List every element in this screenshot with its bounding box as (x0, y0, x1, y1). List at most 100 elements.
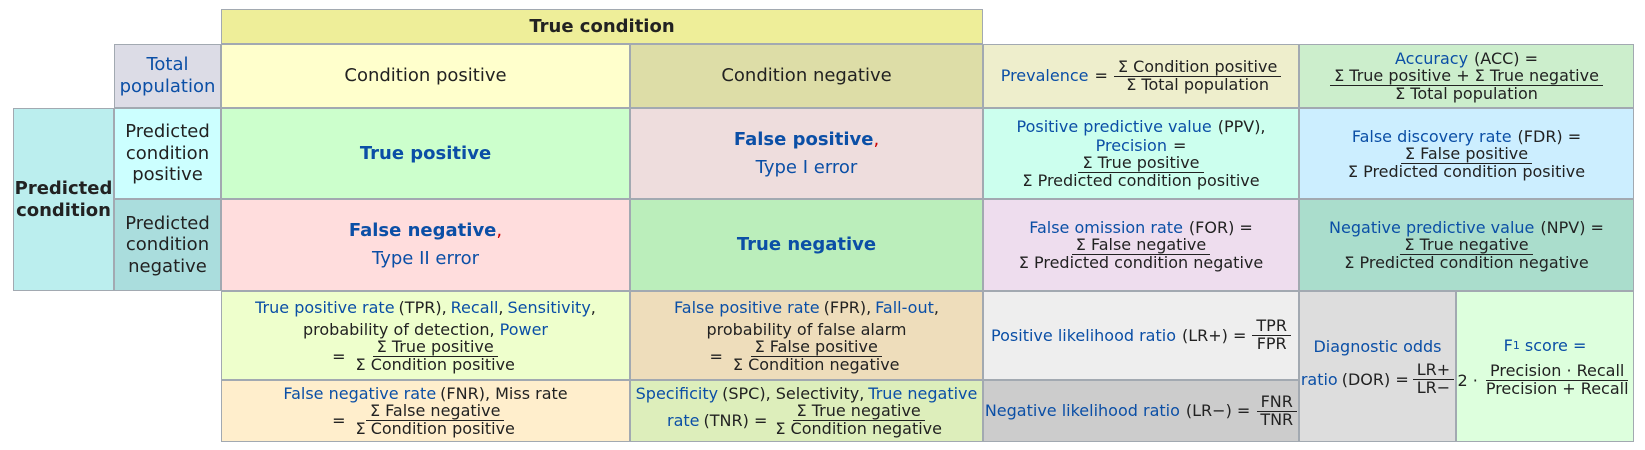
fpr-fraction: Σ False positive Σ Condition negative (729, 338, 904, 374)
tpr-denominator: Σ Condition positive (355, 354, 515, 374)
tpr-cell: True positive rate (TPR), Recall , Sensi… (221, 291, 630, 380)
fdr-abbr: (FDR) = (1517, 126, 1582, 146)
precision-label: Precision (1095, 136, 1167, 156)
spc-numerator: Σ True negative (792, 402, 925, 422)
lr-negative-numerator: FNR (1256, 393, 1297, 412)
f1-subscript: 1 (1512, 338, 1520, 352)
f1-numerator: Precision · Recall (1485, 362, 1629, 381)
accuracy-abbr: (ACC) = (1474, 49, 1539, 69)
npv-denominator: Σ Predicted condition negative (1344, 253, 1589, 273)
fnr-abbr: (FNR), Miss rate (440, 384, 568, 404)
specificity-abbr: (SPC), Selectivity, (722, 384, 865, 404)
predicted-condition-header: Predicted condition (13, 108, 114, 291)
f1-denominator: Precision + Recall (1485, 378, 1629, 398)
recall-comma: , (498, 297, 504, 317)
fpr-label: False positive rate (674, 297, 820, 317)
for-fraction: Σ False negative Σ Predicted condition n… (1015, 236, 1267, 273)
npv-abbr: (NPV) = (1540, 218, 1604, 238)
prevalence-label: Prevalence (1000, 66, 1089, 86)
predicted-condition-line2: condition (16, 199, 111, 221)
npv-cell: Negative predictive value (NPV) = Σ True… (1299, 199, 1634, 291)
f1-score-cell: F 1 score = 2 · Precision · Recall Preci… (1456, 291, 1634, 442)
lr-positive-numerator: TPR (1252, 317, 1291, 336)
tpr-eq: = (332, 346, 346, 366)
probability-detection-label: probability of detection, (303, 319, 495, 339)
tnr-abbr: (TNR) = (703, 411, 768, 430)
f1-label: F (1503, 335, 1513, 355)
fnr-cell: False negative rate (FNR), Miss rate = Σ… (221, 380, 630, 442)
prevalence-denominator: Σ Total population (1126, 74, 1269, 94)
true-positive-label: True positive (359, 142, 492, 164)
lr-negative-fraction: FNR TNR (1256, 393, 1297, 429)
lr-negative-cell: Negative likelihood ratio (LR−) = FNR TN… (983, 380, 1299, 442)
fnr-label: False negative rate (283, 384, 437, 404)
ppv-numerator: Σ True positive (1078, 155, 1204, 174)
fpr-denominator: Σ Condition negative (732, 354, 900, 374)
rate-label: rate (667, 411, 700, 430)
lr-negative-abbr: (LR−) = (1185, 401, 1251, 421)
prevalence-cell: Prevalence = Σ Condition positive Σ Tota… (983, 44, 1299, 108)
false-negative-cell: False negative , Type II error (221, 199, 630, 291)
dor-fraction: LR+ LR− (1412, 361, 1455, 397)
accuracy-numerator: Σ True positive + Σ True negative (1330, 67, 1603, 87)
true-negative-rate-label: True negative (868, 384, 978, 404)
predicted-condition-negative-cell: Predicted condition negative (114, 199, 221, 291)
false-positive-cell: False positive , Type I error (630, 108, 983, 199)
lr-positive-denominator: FPR (1256, 334, 1287, 353)
type-one-error-label: Type I error (755, 156, 858, 178)
sensitivity-comma: , (590, 297, 596, 317)
lr-positive-label: Positive likelihood ratio (991, 325, 1176, 345)
fnr-eq: = (332, 411, 346, 430)
for-numerator: Σ False negative (1071, 236, 1211, 256)
f1-fraction: Precision · Recall Precision + Recall (1482, 362, 1633, 398)
fpr-abbr: (FPR), (823, 297, 872, 317)
specificity-label: Specificity (635, 384, 719, 404)
npv-fraction: Σ True negative Σ Predicted condition ne… (1340, 236, 1592, 273)
spc-fraction: Σ True negative Σ Condition negative (771, 402, 946, 439)
tpr-label: True positive rate (255, 297, 395, 317)
condition-positive-label: Condition positive (344, 65, 507, 87)
accuracy-fraction: Σ True positive + Σ True negative Σ Tota… (1330, 67, 1603, 104)
ppv-fraction: Σ True positive Σ Predicted condition po… (1018, 155, 1263, 190)
true-condition-label: True condition (529, 15, 675, 37)
lr-positive-fraction: TPR FPR (1252, 317, 1291, 353)
fdr-numerator: Σ False positive (1400, 145, 1533, 164)
tpr-fraction: Σ True positive Σ Condition positive (352, 338, 519, 374)
fnr-fraction: Σ False negative Σ Condition positive (352, 402, 519, 438)
pred-pos-line3: positive (132, 164, 203, 186)
tpr-numerator: Σ True positive (372, 338, 498, 357)
fdr-fraction: Σ False positive Σ Predicted condition p… (1344, 145, 1589, 181)
pred-pos-line2: condition (125, 142, 210, 164)
ppv-abbr: (PPV), (1217, 117, 1266, 137)
total-population-line2: population (119, 76, 216, 97)
for-denominator: Σ Predicted condition negative (1018, 253, 1264, 273)
pred-neg-line2: condition (125, 234, 210, 256)
spc-denominator: Σ Condition negative (775, 419, 942, 439)
false-positive-label: False positive (733, 128, 874, 150)
true-condition-header: True condition (221, 9, 983, 44)
dor-abbr: (DOR) = (1341, 369, 1409, 389)
specificity-cell: Specificity (SPC), Selectivity, True neg… (630, 380, 983, 442)
fall-out-comma: , (933, 297, 939, 317)
accuracy-label: Accuracy (1394, 49, 1469, 69)
predicted-condition-positive-cell: Predicted condition positive (114, 108, 221, 199)
accuracy-cell: Accuracy (ACC) = Σ True positive + Σ Tru… (1299, 44, 1634, 108)
ppv-eq: = (1172, 136, 1187, 156)
sensitivity-label: Sensitivity (507, 297, 591, 317)
lr-negative-denominator: TNR (1260, 409, 1294, 429)
pred-neg-line3: negative (128, 255, 207, 277)
false-positive-comma: , (873, 128, 880, 150)
condition-negative-label: Condition negative (721, 65, 892, 87)
pred-pos-line1: Predicted (125, 121, 210, 143)
true-negative-cell: True negative (630, 199, 983, 291)
accuracy-denominator: Σ Total population (1395, 84, 1538, 104)
prevalence-fraction: Σ Condition positive Σ Total population (1113, 58, 1282, 94)
ppv-label: Positive predictive value (1016, 117, 1212, 137)
dor-denominator: LR− (1416, 377, 1451, 397)
fdr-denominator: Σ Predicted condition positive (1347, 161, 1586, 181)
total-population-line1: Total (146, 54, 189, 76)
npv-label: Negative predictive value (1329, 218, 1535, 238)
prevalence-eq: = (1094, 66, 1108, 86)
fpr-numerator: Σ False positive (750, 338, 882, 357)
power-label: Power (499, 319, 548, 339)
